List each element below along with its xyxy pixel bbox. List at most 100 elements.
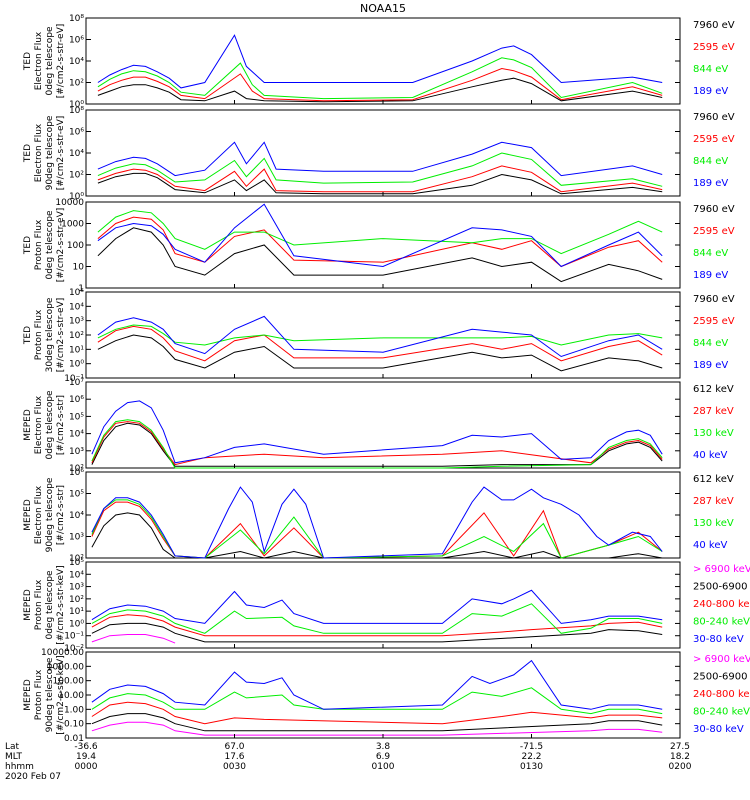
series-line — [91, 687, 663, 715]
y-tick-label: 10⁻¹ — [64, 632, 84, 642]
legend-entry: 40 keV — [693, 450, 727, 461]
series-line — [91, 622, 663, 643]
y-axis-label: Electron Flux — [34, 123, 44, 182]
legend-entry: 30-80 keV — [693, 724, 744, 735]
legend-entry: 7960 eV — [693, 20, 735, 31]
time-row-value: 3.8 — [376, 742, 391, 752]
panel-5: 10² 10³ 10⁴ 10⁵ 10⁶ 10⁷ MEPED Electron Flux 0deg… — [23, 378, 734, 474]
y-axis-label: [#/cm2-s-str-eV] — [56, 116, 66, 191]
y-tick-label: 10² — [69, 554, 84, 564]
time-axis: Lat -36.6 67.0 3.8 -71.5 27.5 MLT 19.4 17.6 6.9 22… — [5, 100, 692, 782]
legend-entry: 130 keV — [693, 518, 734, 529]
series-line — [91, 419, 663, 469]
legend-entry: 80-240 keV — [693, 707, 750, 718]
panel-7: 10⁻² 10⁻¹ 10⁰ 10¹ 10² 10³ 10⁴ 10⁵ MEPED Proton Fl… — [23, 558, 750, 654]
legend-entry: 2500-6900 — [693, 672, 748, 683]
time-row-value: 0030 — [223, 762, 246, 772]
legend-entry: 189 eV — [693, 178, 728, 189]
time-row-value: 67.0 — [224, 742, 244, 752]
y-tick-label: 10000.00 — [41, 648, 84, 658]
y-tick-label: 0.10 — [64, 720, 84, 730]
time-row-label: hhmm — [5, 762, 34, 772]
panel-2: 10⁰ 10² 10⁴ 10⁶ 10⁸ TED Electron Flux 90deg tel… — [23, 106, 735, 202]
legend-entry: 189 eV — [693, 360, 728, 371]
legend-entry: 7960 eV — [693, 204, 735, 215]
y-tick-label: 10² — [69, 464, 84, 474]
series-line — [91, 422, 663, 467]
y-axis-label: MEPED — [23, 409, 33, 441]
y-tick-label: 10⁶ — [69, 128, 84, 138]
series-line — [97, 141, 663, 177]
y-tick-label: 10⁴ — [69, 149, 84, 159]
time-row-value: 27.5 — [670, 742, 690, 752]
y-tick-label: 10⁰ — [69, 100, 84, 110]
time-row-value: 0100 — [372, 762, 395, 772]
y-tick-label: 100.00 — [53, 677, 85, 687]
panel-frame — [85, 651, 681, 739]
y-tick-label: 10² — [69, 595, 84, 605]
y-tick-label: 10² — [69, 331, 84, 341]
y-axis-label: 0deg telescope — [45, 570, 55, 640]
y-axis-label: TED — [23, 326, 33, 345]
y-tick-label: 10⁶ — [69, 468, 84, 478]
time-row-value: 0000 — [75, 762, 98, 772]
time-row-label: Lat — [5, 742, 20, 752]
y-tick-label: 10⁷ — [69, 378, 84, 388]
legend-entry: 612 keV — [693, 474, 734, 485]
y-tick-label: 10¹ — [69, 345, 84, 355]
y-tick-label: 10⁸ — [69, 106, 84, 116]
y-axis-label: MEPED — [23, 499, 33, 531]
y-tick-label: 100 — [67, 241, 84, 251]
series-line — [97, 324, 663, 346]
time-row-value: 0200 — [669, 762, 692, 772]
y-tick-label: 10⁻² — [64, 644, 84, 654]
series-line — [97, 227, 663, 283]
y-axis-label: 0deg telescope — [45, 210, 55, 280]
legend-entry: 7960 eV — [693, 294, 735, 305]
y-tick-label: 1000.00 — [47, 662, 84, 672]
series-line — [97, 203, 663, 268]
y-axis-label: Proton Flux — [34, 579, 44, 630]
y-tick-label: 10⁵ — [69, 558, 84, 568]
series-line — [91, 421, 663, 466]
y-axis-label: Electron Flux — [34, 485, 44, 544]
y-tick-label: 10² — [69, 79, 84, 89]
y-axis-label: [#/cm2-s-str] — [56, 395, 66, 455]
series-line — [91, 486, 663, 559]
y-tick-label: 10⁴ — [69, 57, 84, 67]
time-row-value: 22.2 — [521, 752, 541, 762]
legend-entry: 844 eV — [693, 248, 728, 259]
y-tick-label: 10⁴ — [69, 511, 84, 521]
time-row-value: 0130 — [520, 762, 543, 772]
panel-frame — [85, 471, 681, 559]
y-tick-label: 10³ — [69, 317, 84, 327]
series-line — [91, 589, 663, 624]
date-label: 2020 Feb 07 — [5, 772, 61, 782]
legend-entry: 7960 eV — [693, 112, 735, 123]
y-axis-label: [#/cm2-s-str] — [56, 485, 66, 545]
y-axis-label: [#/cm2-s-str-keV] — [56, 655, 66, 734]
legend-entry: 240-800 ke — [693, 599, 750, 610]
y-tick-label: 10.00 — [58, 691, 84, 701]
y-tick-label: 10 — [73, 263, 85, 273]
panel-frame — [85, 381, 681, 469]
panel-1: 10⁰ 10² 10⁴ 10⁶ 10⁸ TED Electron Flux 0deg tele… — [23, 14, 735, 110]
y-axis-label: 90deg telescope — [45, 657, 55, 732]
time-row-value: -71.5 — [520, 742, 543, 752]
legend-entry: 844 eV — [693, 338, 728, 349]
y-tick-label: 10⁴ — [69, 302, 84, 312]
legend-entry: 844 eV — [693, 156, 728, 167]
y-tick-label: 10000 — [55, 198, 84, 208]
panel-frame — [85, 109, 681, 197]
panel-6: 10² 10³ 10⁴ 10⁵ 10⁶ MEPED Electron Flux 90deg t… — [23, 468, 734, 564]
y-tick-label: 1 — [78, 284, 84, 294]
legend-entry: 2595 eV — [693, 226, 735, 237]
y-axis-label: 0deg telescope — [45, 390, 55, 460]
panel-frame — [85, 561, 681, 649]
y-axis-label: 90deg telescope — [45, 477, 55, 552]
y-axis-label: TED — [23, 52, 33, 71]
series-line — [91, 659, 663, 710]
series-line — [97, 172, 663, 195]
y-tick-label: 10⁰ — [69, 192, 84, 202]
y-axis-label: Electron Flux — [34, 395, 44, 454]
